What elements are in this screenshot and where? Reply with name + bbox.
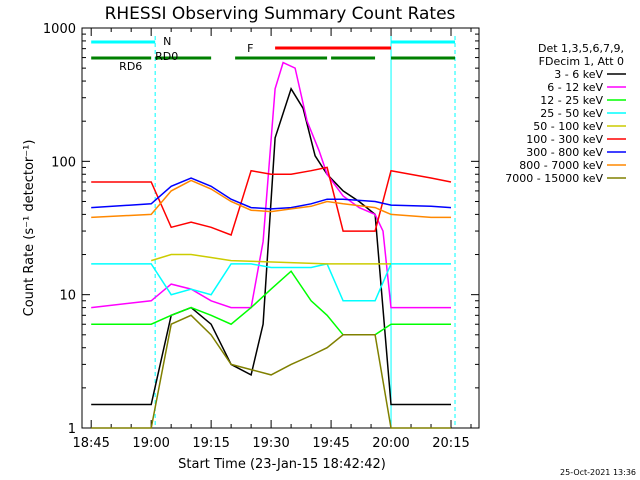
status-bars: N F RD6 RD0 (91, 35, 456, 73)
x-tick-label: 19:45 (312, 436, 349, 451)
plot-frame (81, 27, 480, 429)
legend-label: 7000 - 15000 keV (505, 172, 603, 185)
x-tick-label: 18:45 (72, 436, 109, 451)
series-line (91, 179, 451, 219)
legend-header-1: Det 1,3,5,6,7,9, (538, 42, 624, 55)
x-tick-label: 19:00 (132, 436, 169, 451)
legend-header-2: FDecim 1, Att 0 (539, 55, 624, 68)
annotation-saa2: RD0 (155, 50, 178, 63)
x-axis: 18:45 19:00 19:15 19:30 19:45 20:00 20:15 (72, 28, 472, 451)
footer-date: 25-Oct-2021 13:36 (560, 468, 636, 477)
series-line (150, 253, 391, 265)
annotation-saa: RD6 (119, 60, 142, 73)
y-axis-label: Count Rate (s⁻¹ detector⁻¹) (22, 140, 37, 317)
series-line (91, 61, 451, 309)
series-line (91, 263, 451, 302)
legend-label: 6 - 12 keV (547, 81, 603, 94)
series-line (91, 314, 451, 429)
legend-label: 50 - 100 keV (533, 120, 603, 133)
legend-label: 100 - 300 keV (526, 133, 603, 146)
series-line (91, 166, 452, 236)
legend: Det 1,3,5,6,7,9, FDecim 1, Att 0 3 - 6 k… (505, 42, 626, 185)
legend-label: 25 - 50 keV (540, 107, 603, 120)
y-tick-label: 100 (51, 155, 76, 170)
y-tick-label: 1000 (43, 22, 76, 37)
x-axis-label: Start Time (23-Jan-15 18:42:42) (178, 457, 386, 472)
time-markers (154, 36, 456, 428)
legend-label: 3 - 6 keV (554, 68, 603, 81)
x-tick-label: 20:00 (372, 436, 409, 451)
legend-label: 800 - 7000 keV (519, 159, 603, 172)
x-tick-label: 20:15 (432, 436, 469, 451)
y-tick-label: 1 (68, 422, 76, 437)
annotation-flare: F (247, 42, 253, 55)
chart-title: RHESSI Observing Summary Count Rates (105, 4, 456, 24)
annotation-night: N (163, 35, 171, 48)
legend-label: 300 - 800 keV (526, 146, 603, 159)
series-lines (91, 61, 452, 429)
x-tick-label: 19:15 (192, 436, 229, 451)
x-tick-label: 19:30 (252, 436, 289, 451)
legend-label: 12 - 25 keV (540, 94, 603, 107)
y-axis: 1 10 100 1000 (43, 22, 479, 437)
y-tick-label: 10 (59, 289, 76, 304)
series-line (91, 177, 452, 210)
series-line (91, 270, 451, 336)
